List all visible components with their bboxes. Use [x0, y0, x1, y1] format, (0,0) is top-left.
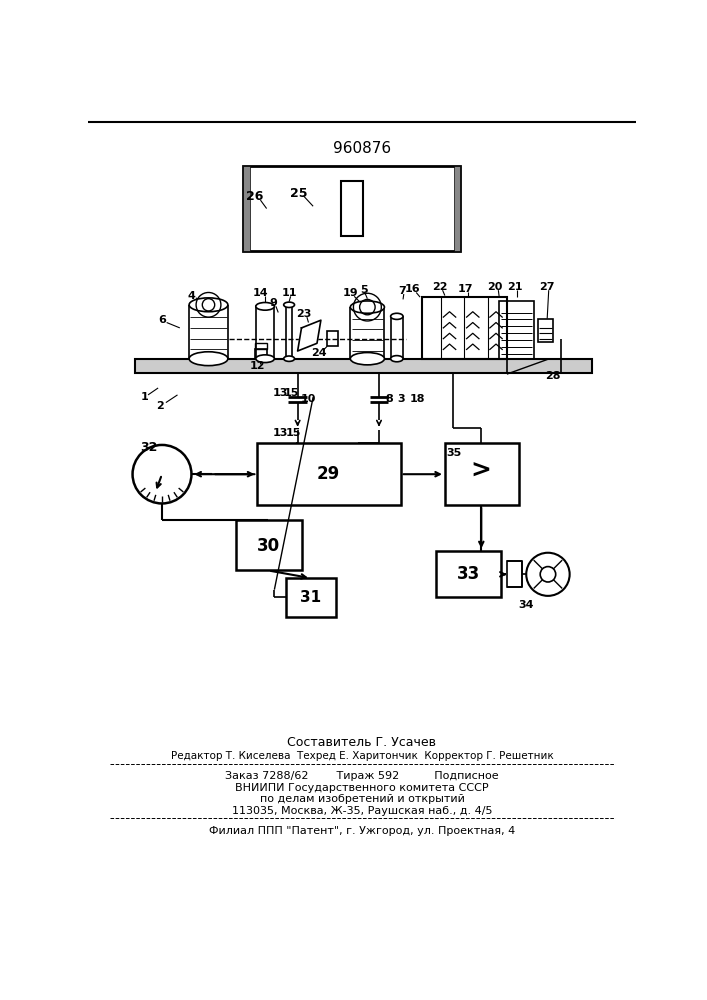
Text: 29: 29	[317, 465, 340, 483]
Ellipse shape	[351, 301, 385, 313]
Bar	[135, 359, 592, 373]
Text: 28: 28	[546, 371, 561, 381]
Text: 6: 6	[158, 315, 166, 325]
Text: 21: 21	[507, 282, 522, 292]
Text: 26: 26	[246, 190, 264, 204]
Text: 20: 20	[488, 282, 503, 292]
Text: 19: 19	[342, 288, 358, 298]
Text: 15: 15	[286, 428, 300, 438]
Bar	[286, 578, 337, 617]
Bar	[499, 301, 534, 359]
Text: Составитель Г. Усачев: Составитель Г. Усачев	[288, 736, 436, 749]
Bar	[243, 166, 250, 251]
Text: 10: 10	[300, 394, 316, 404]
Text: 15: 15	[284, 388, 299, 398]
Text: 34: 34	[518, 600, 534, 610]
Text: 13: 13	[273, 428, 288, 438]
Text: 960876: 960876	[333, 141, 391, 156]
Bar	[235, 520, 301, 570]
Ellipse shape	[256, 302, 274, 310]
Ellipse shape	[391, 313, 403, 319]
Bar	[327, 331, 338, 346]
Bar	[445, 443, 518, 505]
Text: Заказ 7288/62        Тираж 592          Подписное: Заказ 7288/62 Тираж 592 Подписное	[225, 771, 498, 781]
Text: 113035, Москва, Ж-35, Раушская наб., д. 4/5: 113035, Москва, Ж-35, Раушская наб., д. …	[232, 806, 492, 816]
Bar	[255, 343, 267, 349]
Text: 17: 17	[458, 284, 474, 294]
Ellipse shape	[391, 356, 403, 362]
Text: 11: 11	[282, 288, 298, 298]
Text: 2: 2	[156, 401, 164, 411]
Text: ВНИИПИ Государственного комитета СССР: ВНИИПИ Государственного комитета СССР	[235, 783, 489, 793]
Text: 7: 7	[398, 286, 406, 296]
Text: 3: 3	[397, 394, 404, 404]
Text: 27: 27	[539, 282, 555, 292]
Text: 18: 18	[410, 394, 426, 404]
Text: 35: 35	[447, 448, 462, 458]
Text: 22: 22	[432, 282, 448, 292]
Text: >: >	[471, 459, 492, 483]
Bar	[421, 297, 507, 359]
Text: 16: 16	[404, 284, 420, 294]
Bar	[255, 349, 267, 359]
Text: 30: 30	[257, 537, 280, 555]
Ellipse shape	[284, 356, 295, 361]
Bar	[341, 181, 363, 236]
Text: 24: 24	[312, 348, 327, 358]
Bar	[436, 551, 501, 597]
Text: Редактор Т. Киселева  Техред Е. Харитончик  Корректор Г. Решетник: Редактор Т. Киселева Техред Е. Харитончи…	[170, 751, 554, 761]
Bar	[507, 561, 522, 587]
Text: 14: 14	[252, 288, 268, 298]
Bar	[538, 319, 554, 342]
Ellipse shape	[351, 353, 385, 365]
Text: 25: 25	[291, 187, 308, 200]
Bar	[243, 166, 460, 251]
Text: 1: 1	[140, 392, 148, 402]
Text: 5: 5	[360, 285, 368, 295]
Text: 31: 31	[300, 590, 322, 605]
Text: 33: 33	[457, 565, 480, 583]
Bar	[257, 443, 401, 505]
Text: 32: 32	[140, 441, 158, 454]
Ellipse shape	[256, 355, 274, 363]
Ellipse shape	[189, 352, 228, 366]
Text: 4: 4	[187, 291, 195, 301]
Bar	[454, 166, 460, 251]
Text: 12: 12	[250, 361, 265, 371]
Text: 8: 8	[385, 394, 393, 404]
Text: 13: 13	[273, 388, 288, 398]
Text: Филиал ППП "Патент", г. Ужгород, ул. Проектная, 4: Филиал ППП "Патент", г. Ужгород, ул. Про…	[209, 826, 515, 836]
Ellipse shape	[189, 298, 228, 312]
Polygon shape	[298, 320, 321, 351]
Text: 9: 9	[269, 298, 276, 308]
Ellipse shape	[284, 302, 295, 307]
Text: по делам изобретений и открытий: по делам изобретений и открытий	[259, 794, 464, 804]
Text: 23: 23	[296, 309, 312, 319]
